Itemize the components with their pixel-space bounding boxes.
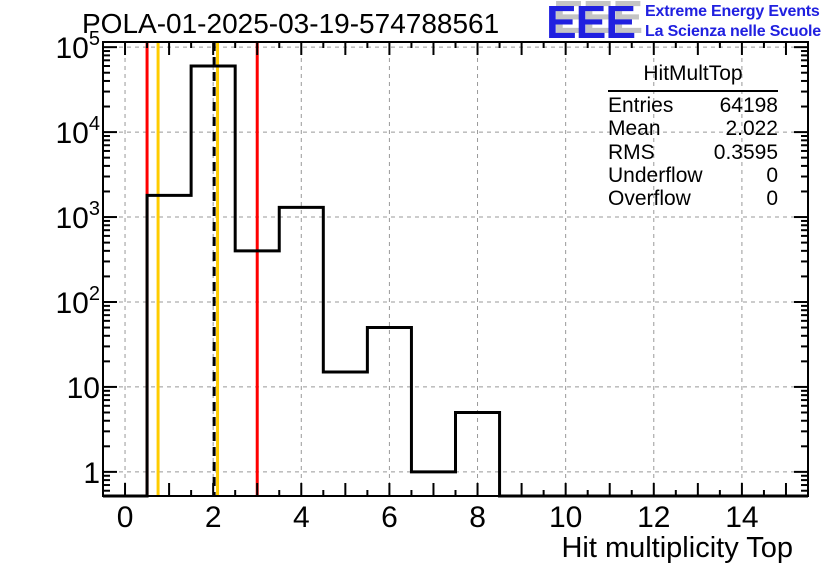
y-tick-label: 102: [56, 283, 101, 320]
stats-row: Underflow 0: [608, 164, 778, 187]
stats-box: HitMultTop Entries 64198 Mean 2.022 RMS …: [608, 62, 778, 210]
stats-label: Entries: [608, 94, 674, 117]
x-tick-label: 4: [293, 501, 310, 534]
y-tick-label: 105: [56, 28, 101, 65]
x-tick-label: 12: [637, 501, 670, 534]
stats-value: 0: [766, 187, 778, 211]
x-tick-label: 2: [205, 501, 222, 534]
eee-logo: EEE Extreme Energy Events La Scienza nel…: [546, 0, 821, 48]
stats-row: Overflow 0: [608, 187, 778, 210]
y-tick-label: 1: [83, 457, 100, 490]
x-tick-label: 6: [381, 501, 398, 534]
stats-label: Overflow: [608, 187, 691, 211]
stats-value: 0.3595: [713, 140, 778, 164]
stats-rows: Entries 64198 Mean 2.022 RMS 0.3595 Unde…: [608, 92, 778, 210]
stats-row: RMS 0.3595: [608, 141, 778, 164]
plot-title: POLA-01-2025-03-19-574788561: [82, 8, 500, 39]
stats-label: RMS: [608, 140, 655, 164]
stats-value: 0: [766, 163, 778, 187]
stats-label: Mean: [608, 117, 661, 141]
eee-logo-line2: La Scienza nelle Scuole: [645, 23, 821, 40]
stats-row: Mean 2.022: [608, 117, 778, 140]
eee-logo-acronym: EEE: [546, 0, 636, 48]
y-tick-label: 10: [67, 372, 100, 405]
x-tick-label: 8: [469, 501, 486, 534]
stats-value: 2.022: [725, 117, 778, 141]
x-tick-label: 14: [725, 501, 758, 534]
eee-logo-line1: Extreme Energy Events: [645, 3, 820, 20]
x-axis-label: Hit multiplicity Top: [561, 532, 793, 564]
stats-value: 64198: [719, 94, 778, 117]
y-tick-label: 104: [56, 113, 101, 150]
x-tick-label: 10: [549, 501, 582, 534]
x-tick-label: 0: [117, 501, 134, 534]
y-tick-label: 103: [56, 198, 101, 235]
stats-title: HitMultTop: [608, 62, 778, 92]
stats-row: Entries 64198: [608, 94, 778, 117]
eee-logo-text: Extreme Energy Events La Scienza nelle S…: [645, 2, 821, 42]
stats-label: Underflow: [608, 163, 703, 187]
